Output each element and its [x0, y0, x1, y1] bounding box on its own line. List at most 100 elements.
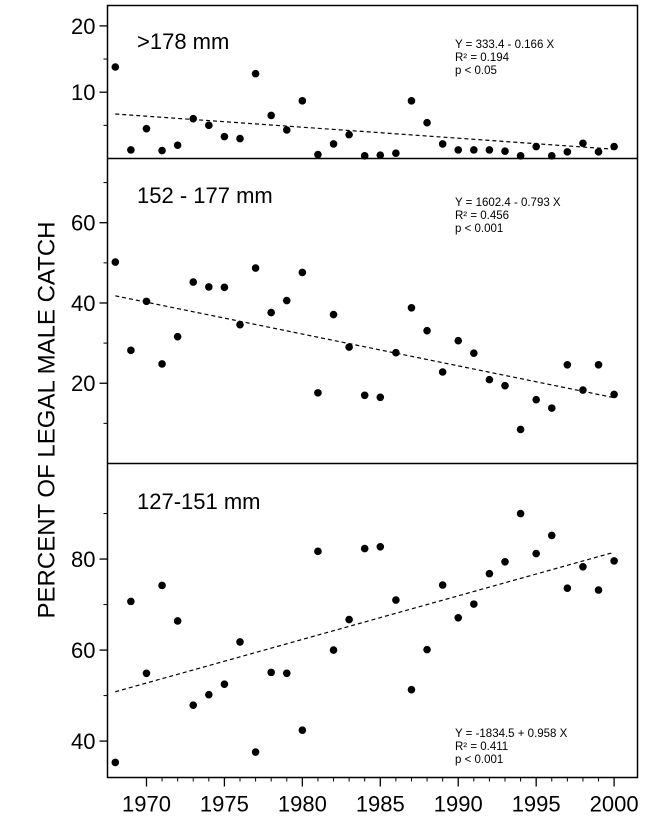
data-point: [438, 581, 447, 589]
data-point: [423, 645, 431, 654]
data-point: [547, 152, 556, 160]
regression-r2: R² = 0.411: [455, 741, 508, 753]
data-point: [220, 132, 229, 141]
data-point: [516, 509, 525, 518]
data-point: [158, 360, 166, 368]
regression-equation: Y = 1602.4 - 0.793 X: [455, 197, 561, 209]
y-tick-label: 80: [71, 547, 95, 572]
x-tick-label: 1975: [200, 792, 249, 817]
data-point: [407, 685, 416, 694]
trend-line: [115, 113, 615, 150]
regression-equation: Y = -1834.5 + 0.958 X: [455, 728, 568, 740]
data-point: [205, 283, 213, 291]
trend-line: [115, 551, 615, 693]
data-point: [470, 349, 478, 357]
data-point: [423, 118, 431, 127]
data-point: [298, 726, 307, 734]
panel-title: 152 - 177 mm: [137, 183, 273, 208]
data-point: [392, 596, 400, 604]
data-point: [251, 748, 260, 756]
regression-p: p < 0.05: [455, 65, 497, 77]
data-point: [220, 680, 229, 689]
x-tick-label: 2000: [590, 792, 639, 817]
data-point: [142, 669, 151, 678]
data-point: [205, 690, 213, 699]
data-point: [329, 140, 338, 148]
data-point: [516, 425, 525, 434]
data-point: [173, 141, 182, 150]
data-point: [579, 386, 587, 394]
regression-r2: R² = 0.194: [455, 52, 510, 64]
data-point: [236, 320, 244, 329]
data-point: [438, 368, 447, 376]
data-point: [282, 126, 291, 134]
data-point: [532, 395, 540, 404]
data-point: [282, 669, 291, 678]
data-point: [563, 148, 572, 156]
data-point: [205, 121, 213, 130]
data-point: [610, 557, 618, 565]
x-tick-label: 1970: [122, 792, 171, 817]
data-point: [314, 547, 322, 556]
data-point: [267, 111, 275, 120]
regression-p: p < 0.001: [455, 223, 503, 235]
data-point: [173, 332, 182, 341]
y-tick-label: 20: [71, 14, 95, 39]
plot-frame: [106, 4, 639, 779]
data-point: [579, 563, 587, 571]
data-point: [251, 69, 260, 78]
data-point: [516, 152, 525, 160]
data-point: [376, 151, 385, 159]
data-point: [563, 360, 572, 369]
data-point: [579, 139, 587, 148]
data-point: [314, 389, 322, 397]
data-point: [360, 544, 369, 553]
data-point: [314, 150, 322, 159]
data-point: [127, 346, 135, 355]
data-point: [547, 531, 556, 540]
data-point: [142, 297, 151, 306]
data-point: [111, 258, 120, 266]
data-point: [158, 146, 166, 155]
data-point: [610, 142, 618, 151]
data-point: [376, 393, 385, 402]
data-point: [111, 758, 120, 767]
data-point: [173, 617, 182, 625]
data-point: [251, 264, 260, 272]
y-tick-label: 40: [71, 291, 95, 316]
data-point: [470, 146, 478, 154]
panel-152-177mm: 152 - 177 mm Y = 1602.4 - 0.793 X R² = 0…: [71, 182, 618, 434]
frame-outline: [106, 4, 639, 779]
data-point: [594, 148, 603, 156]
data-point: [392, 149, 400, 157]
data-point: [360, 152, 369, 160]
data-point: [376, 542, 385, 551]
data-point: [345, 130, 353, 139]
data-point: [594, 586, 603, 594]
x-tick-label: 1990: [434, 792, 483, 817]
data-point: [547, 404, 556, 412]
x-tick-label: 1995: [512, 792, 561, 817]
data-point: [329, 646, 338, 654]
y-tick-label: 20: [71, 371, 95, 396]
data-point: [407, 97, 416, 105]
data-point: [236, 134, 244, 143]
data-point: [485, 375, 494, 384]
data-point: [111, 63, 120, 71]
panel-127-151mm: 127-151 mm Y = -1834.5 + 0.958 X R² = 0.…: [71, 489, 618, 767]
data-point: [142, 124, 151, 133]
x-tick-label: 1980: [278, 792, 327, 817]
data-point: [189, 701, 198, 709]
data-point: [127, 597, 135, 606]
data-point: [470, 600, 478, 608]
panel-title: >178 mm: [137, 29, 229, 54]
data-point: [236, 638, 244, 646]
data-point: [407, 303, 416, 312]
data-point: [267, 308, 275, 317]
y-tick-label: 60: [71, 211, 95, 236]
x-tick-label: 1985: [356, 792, 405, 817]
data-point: [423, 326, 431, 335]
data-point: [329, 310, 338, 319]
data-point: [267, 668, 275, 677]
